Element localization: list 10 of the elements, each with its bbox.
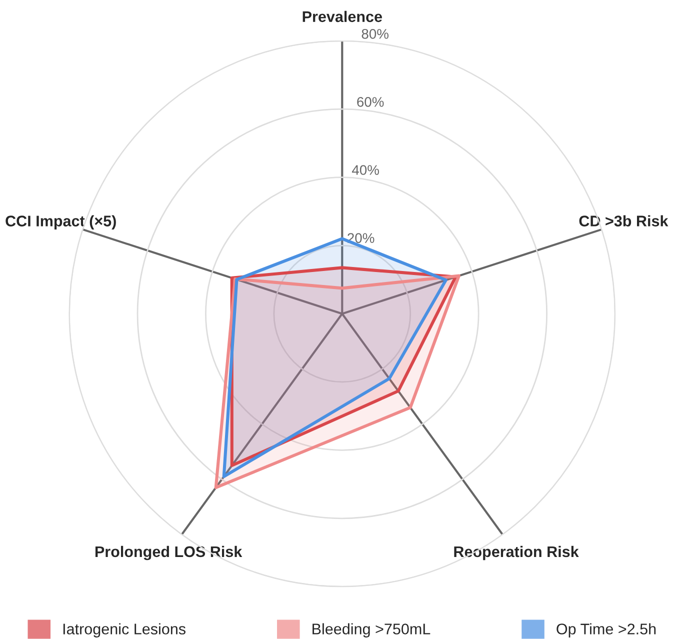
spoke-label: Prevalence (302, 10, 382, 22)
spoke-label: CCI Impact (×5) (6, 215, 116, 230)
y-tick-label: 40% (352, 165, 379, 175)
legend-label: Iatrogenic Lesions (63, 623, 186, 638)
legend-label: Op Time >2.5h (556, 623, 656, 638)
y-tick-label: 60% (357, 97, 384, 107)
legend-label: Bleeding >750mL (312, 623, 430, 638)
spoke-label: Reoperation Risk (454, 546, 579, 560)
y-tick-label: 80% (362, 28, 388, 39)
spoke-label: Prolonged LOS Risk (95, 546, 242, 560)
